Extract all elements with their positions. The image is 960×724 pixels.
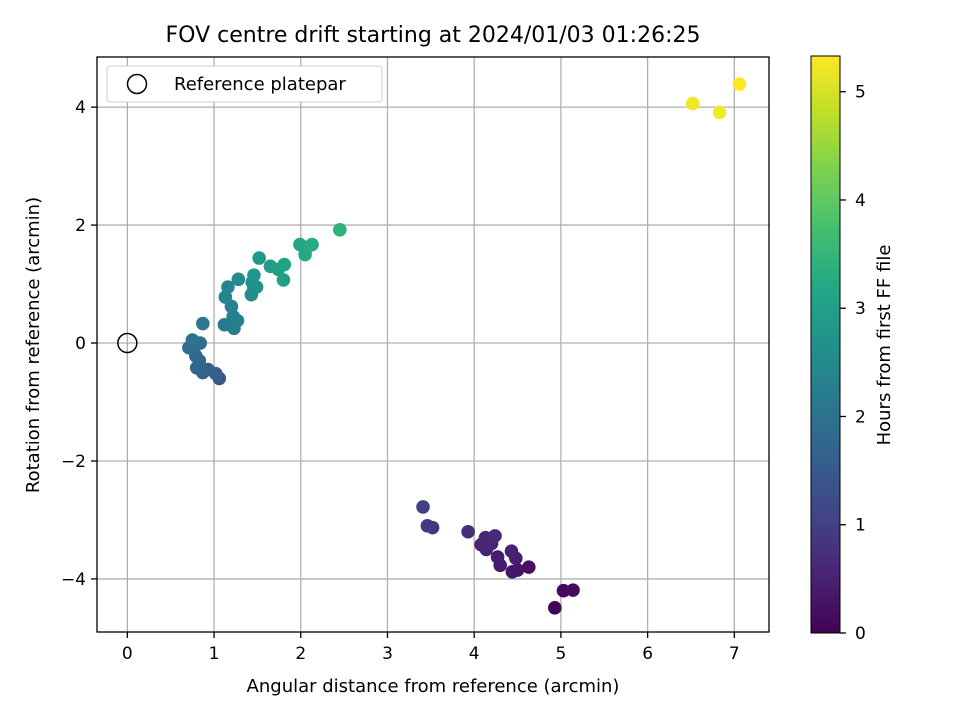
x-tick-label: 7	[729, 644, 740, 664]
data-point	[712, 105, 727, 120]
colorbar-tick-label: 0	[855, 624, 866, 644]
colorbar-tick-label: 1	[855, 516, 866, 536]
data-point	[332, 222, 347, 237]
y-tick-label: 4	[75, 98, 86, 118]
y-tick-label: 0	[75, 334, 86, 354]
data-point	[231, 272, 246, 287]
x-tick-label: 1	[209, 644, 220, 664]
data-point	[276, 273, 291, 287]
data-point	[247, 268, 261, 283]
data-point	[226, 309, 240, 324]
data-point	[490, 550, 505, 564]
data-point	[548, 601, 562, 615]
colorbar-ticks: 0 1 2 3 4 5	[840, 83, 866, 644]
data-point	[504, 544, 519, 559]
x-tick-label: 0	[122, 644, 133, 664]
data-point	[685, 96, 700, 111]
reference-marker	[117, 332, 138, 354]
data-point	[505, 565, 520, 579]
data-point	[488, 529, 502, 543]
x-tick-label: 6	[642, 644, 653, 664]
data-point	[420, 519, 435, 533]
data-point	[522, 560, 536, 574]
colorbar-label: Hours from first FF file	[874, 245, 895, 446]
colorbar-tick-label: 2	[855, 407, 866, 427]
data-point	[416, 500, 430, 514]
x-tick-label: 2	[295, 644, 306, 664]
colorbar-tick-label: 4	[855, 191, 866, 211]
x-tick-label: 5	[555, 644, 566, 664]
y-tick-label: −2	[61, 452, 86, 472]
chart-title: FOV centre drift starting at 2024/01/03 …	[166, 23, 701, 48]
legend-label: Reference platepar	[174, 74, 346, 95]
x-tick-label: 3	[382, 644, 393, 664]
data-point	[305, 237, 319, 252]
x-axis-ticks: 0 1 2 3 4 5 6 7	[122, 632, 740, 664]
data-point	[277, 257, 292, 272]
reference-platepar-point	[117, 332, 138, 354]
data-point	[252, 251, 266, 265]
data-point	[461, 524, 475, 539]
legend: Reference platepar	[106, 65, 383, 103]
data-point	[185, 333, 200, 347]
grid-lines	[97, 57, 769, 632]
data-point	[195, 316, 210, 331]
colorbar-tick-label: 5	[855, 83, 866, 103]
data-point	[732, 77, 747, 91]
colorbar: 0 1 2 3 4 5 Hours from first FF file	[810, 55, 895, 644]
y-axis-label: Rotation from reference (arcmin)	[23, 197, 44, 493]
plot-area-frame	[96, 56, 770, 633]
colorbar-tick-label: 3	[855, 299, 866, 319]
colorbar-gradient	[810, 55, 841, 634]
legend-marker-icon	[126, 73, 148, 95]
data-point	[221, 280, 235, 294]
y-tick-label: 2	[75, 216, 86, 236]
data-point	[566, 583, 580, 597]
y-tick-label: −4	[61, 570, 86, 590]
x-tick-label: 4	[469, 644, 480, 664]
y-axis-ticks: −4 −2 0 2 4	[61, 98, 97, 590]
x-axis-label: Angular distance from reference (arcmin)	[247, 676, 620, 697]
data-points	[182, 77, 747, 615]
legend-box	[106, 65, 383, 103]
